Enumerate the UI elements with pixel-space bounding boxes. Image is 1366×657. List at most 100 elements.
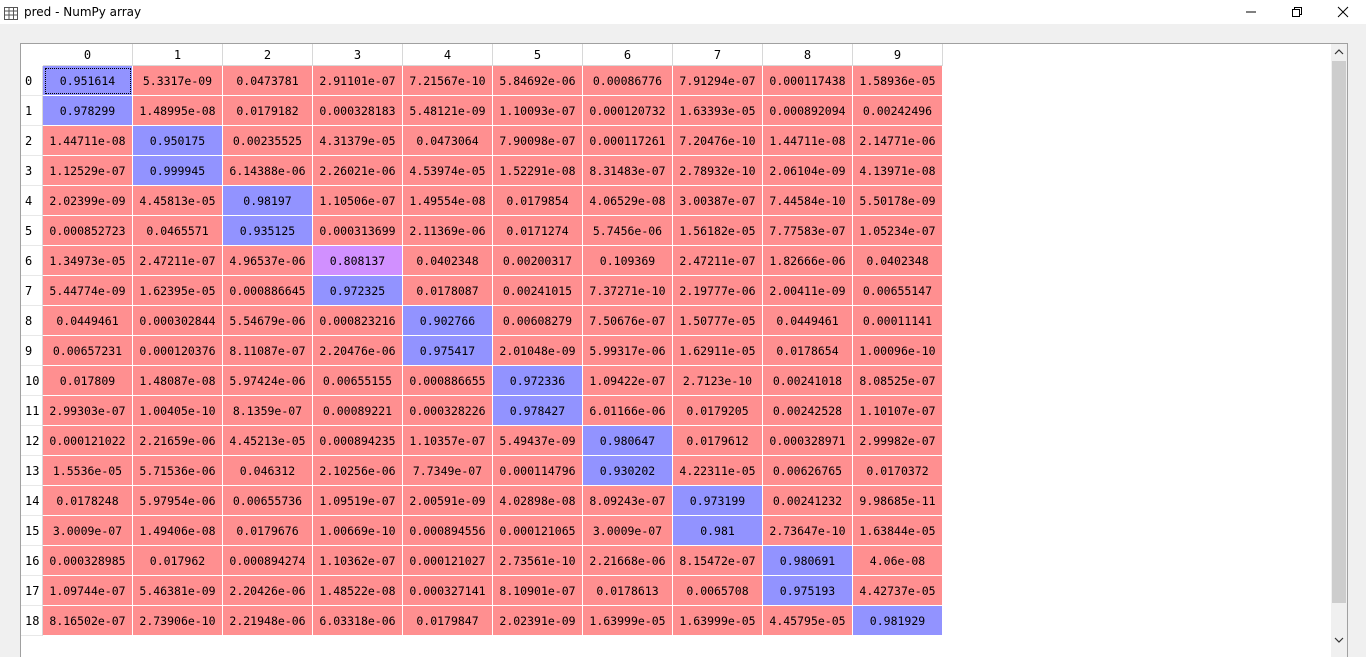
array-cell[interactable]: 0.000328971 bbox=[763, 426, 853, 456]
array-cell[interactable]: 5.7456e-06 bbox=[583, 216, 673, 246]
array-cell[interactable]: 0.930202 bbox=[583, 456, 673, 486]
array-cell[interactable]: 1.44711e-08 bbox=[43, 126, 133, 156]
array-cell[interactable]: 0.981 bbox=[673, 516, 763, 546]
array-cell[interactable]: 9.98685e-11 bbox=[853, 486, 943, 516]
row-header[interactable]: 9 bbox=[21, 336, 43, 366]
array-cell[interactable]: 4.42737e-05 bbox=[853, 576, 943, 606]
array-cell[interactable]: 2.47211e-07 bbox=[673, 246, 763, 276]
array-cell[interactable]: 8.09243e-07 bbox=[583, 486, 673, 516]
array-cell[interactable]: 4.22311e-05 bbox=[673, 456, 763, 486]
array-cell[interactable]: 1.63844e-05 bbox=[853, 516, 943, 546]
array-cell[interactable]: 1.09744e-07 bbox=[43, 576, 133, 606]
array-cell[interactable]: 7.90098e-07 bbox=[493, 126, 583, 156]
array-cell[interactable]: 1.00096e-10 bbox=[853, 336, 943, 366]
array-cell[interactable]: 8.11087e-07 bbox=[223, 336, 313, 366]
row-header[interactable]: 18 bbox=[21, 606, 43, 636]
array-cell[interactable]: 2.21948e-06 bbox=[223, 606, 313, 636]
array-cell[interactable]: 5.99317e-06 bbox=[583, 336, 673, 366]
vertical-scrollbar[interactable] bbox=[1331, 44, 1347, 657]
array-cell[interactable]: 1.10362e-07 bbox=[313, 546, 403, 576]
array-cell[interactable]: 0.0170372 bbox=[853, 456, 943, 486]
array-cell[interactable]: 0.0178654 bbox=[763, 336, 853, 366]
array-cell[interactable]: 1.48087e-08 bbox=[133, 366, 223, 396]
array-cell[interactable]: 2.99303e-07 bbox=[43, 396, 133, 426]
array-cell[interactable]: 2.14771e-06 bbox=[853, 126, 943, 156]
array-cell[interactable]: 5.46381e-09 bbox=[133, 576, 223, 606]
array-cell[interactable]: 0.000117261 bbox=[583, 126, 673, 156]
array-cell[interactable]: 2.02391e-09 bbox=[493, 606, 583, 636]
array-cell[interactable]: 2.26021e-06 bbox=[313, 156, 403, 186]
array-cell[interactable]: 0.00626765 bbox=[763, 456, 853, 486]
column-header[interactable]: 2 bbox=[223, 44, 313, 66]
row-header[interactable]: 13 bbox=[21, 456, 43, 486]
array-cell[interactable]: 0.00086776 bbox=[583, 66, 673, 96]
array-cell[interactable]: 5.97424e-06 bbox=[223, 366, 313, 396]
array-cell[interactable]: 7.50676e-07 bbox=[583, 306, 673, 336]
array-cell[interactable]: 1.10107e-07 bbox=[853, 396, 943, 426]
array-cell[interactable]: 0.00655736 bbox=[223, 486, 313, 516]
scroll-down-button[interactable] bbox=[1331, 632, 1347, 648]
array-cell[interactable]: 0.0178613 bbox=[583, 576, 673, 606]
array-cell[interactable]: 0.0179676 bbox=[223, 516, 313, 546]
array-cell[interactable]: 7.91294e-07 bbox=[673, 66, 763, 96]
array-cell[interactable]: 0.0402348 bbox=[403, 246, 493, 276]
array-cell[interactable]: 0.902766 bbox=[403, 306, 493, 336]
row-header[interactable]: 12 bbox=[21, 426, 43, 456]
array-cell[interactable]: 0.972325 bbox=[313, 276, 403, 306]
array-cell[interactable]: 0.981929 bbox=[853, 606, 943, 636]
array-cell[interactable]: 0.00241232 bbox=[763, 486, 853, 516]
array-cell[interactable]: 1.00669e-10 bbox=[313, 516, 403, 546]
array-cell[interactable]: 7.37271e-10 bbox=[583, 276, 673, 306]
column-header[interactable]: 3 bbox=[313, 44, 403, 66]
array-cell[interactable]: 4.45813e-05 bbox=[133, 186, 223, 216]
array-cell[interactable]: 1.63393e-05 bbox=[673, 96, 763, 126]
array-cell[interactable]: 0.000328985 bbox=[43, 546, 133, 576]
row-header[interactable]: 10 bbox=[21, 366, 43, 396]
column-header[interactable]: 4 bbox=[403, 44, 493, 66]
array-cell[interactable]: 5.48121e-09 bbox=[403, 96, 493, 126]
array-cell[interactable]: 1.09519e-07 bbox=[313, 486, 403, 516]
array-cell[interactable]: 2.20476e-06 bbox=[313, 336, 403, 366]
array-cell[interactable]: 5.50178e-09 bbox=[853, 186, 943, 216]
array-cell[interactable]: 2.02399e-09 bbox=[43, 186, 133, 216]
row-header[interactable]: 7 bbox=[21, 276, 43, 306]
array-cell[interactable]: 3.0009e-07 bbox=[583, 516, 673, 546]
array-cell[interactable]: 8.31483e-07 bbox=[583, 156, 673, 186]
array-cell[interactable]: 0.000886645 bbox=[223, 276, 313, 306]
array-cell[interactable]: 1.44711e-08 bbox=[763, 126, 853, 156]
array-cell[interactable]: 1.05234e-07 bbox=[853, 216, 943, 246]
array-cell[interactable]: 5.71536e-06 bbox=[133, 456, 223, 486]
array-cell[interactable]: 4.02898e-08 bbox=[493, 486, 583, 516]
array-cell[interactable]: 0.109369 bbox=[583, 246, 673, 276]
row-header[interactable]: 0 bbox=[21, 66, 43, 96]
array-cell[interactable]: 0.0178248 bbox=[43, 486, 133, 516]
array-cell[interactable]: 0.0065708 bbox=[673, 576, 763, 606]
array-cell[interactable]: 1.62911e-05 bbox=[673, 336, 763, 366]
column-header[interactable]: 0 bbox=[43, 44, 133, 66]
array-cell[interactable]: 0.0179847 bbox=[403, 606, 493, 636]
array-cell[interactable]: 1.82666e-06 bbox=[763, 246, 853, 276]
array-cell[interactable]: 0.000892094 bbox=[763, 96, 853, 126]
array-cell[interactable]: 1.10357e-07 bbox=[403, 426, 493, 456]
array-cell[interactable]: 0.0473064 bbox=[403, 126, 493, 156]
array-cell[interactable]: 2.19777e-06 bbox=[673, 276, 763, 306]
array-cell[interactable]: 2.20426e-06 bbox=[223, 576, 313, 606]
array-cell[interactable]: 4.53974e-05 bbox=[403, 156, 493, 186]
array-cell[interactable]: 8.15472e-07 bbox=[673, 546, 763, 576]
array-cell[interactable]: 0.017809 bbox=[43, 366, 133, 396]
array-cell[interactable]: 2.21659e-06 bbox=[133, 426, 223, 456]
array-cell[interactable]: 0.978427 bbox=[493, 396, 583, 426]
array-cell[interactable]: 0.975417 bbox=[403, 336, 493, 366]
array-cell[interactable]: 1.63999e-05 bbox=[673, 606, 763, 636]
array-cell[interactable]: 0.00011141 bbox=[853, 306, 943, 336]
array-cell[interactable]: 7.77583e-07 bbox=[763, 216, 853, 246]
array-cell[interactable]: 1.48995e-08 bbox=[133, 96, 223, 126]
array-cell[interactable]: 2.00591e-09 bbox=[403, 486, 493, 516]
array-cell[interactable]: 0.000328226 bbox=[403, 396, 493, 426]
array-cell[interactable]: 5.54679e-06 bbox=[223, 306, 313, 336]
array-cell[interactable]: 0.935125 bbox=[223, 216, 313, 246]
array-cell[interactable]: 1.34973e-05 bbox=[43, 246, 133, 276]
array-cell[interactable]: 1.09422e-07 bbox=[583, 366, 673, 396]
array-cell[interactable]: 5.44774e-09 bbox=[43, 276, 133, 306]
array-cell[interactable]: 0.000121027 bbox=[403, 546, 493, 576]
